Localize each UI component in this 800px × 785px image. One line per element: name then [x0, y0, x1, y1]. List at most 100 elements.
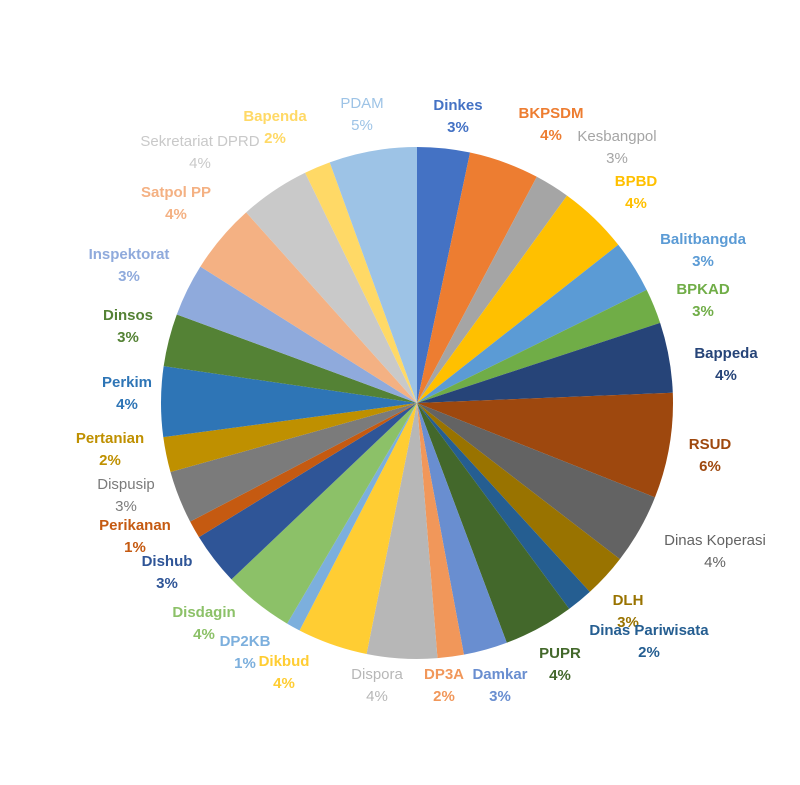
data-label-dispusip: Dispusip 3% [97, 476, 155, 515]
pie-slice-dishub [198, 403, 417, 580]
data-label-percent: 1% [124, 539, 146, 556]
pie-slice-dinkes [417, 147, 471, 403]
data-label-pertanian: Pertanian 2% [76, 430, 144, 469]
data-label-percent: 4% [366, 688, 388, 705]
data-label-dishub: Dishub 3% [142, 553, 193, 592]
data-label-kesbangpol: Kesbangpol 3% [577, 128, 656, 167]
pie-slice-balitbangda [417, 244, 647, 403]
data-label-name: Balitbangda [660, 231, 746, 248]
data-label-bkpsdm: BKPSDM 4% [518, 105, 583, 144]
data-label-name: Dinkes [433, 97, 482, 114]
data-label-dinsos: Dinsos 3% [103, 307, 153, 346]
pie-slice-dinas-koperasi [417, 403, 655, 560]
data-label-name: Damkar [472, 666, 527, 683]
data-label-name: BKPSDM [518, 105, 583, 122]
data-label-perikanan: Perikanan 1% [99, 517, 171, 556]
data-label-percent: 3% [115, 498, 137, 515]
data-label-dp3a: DP3A 2% [424, 666, 464, 705]
data-label-name: Sekretariat DPRD [140, 133, 259, 150]
data-label-satpol-pp: Satpol PP 4% [141, 184, 211, 223]
data-label-name: Dinas Koperasi [664, 532, 766, 549]
data-label-percent: 4% [540, 127, 562, 144]
data-label-percent: 6% [699, 458, 721, 475]
pie-slice-dp3a [417, 403, 464, 659]
pie-slice-dinsos [163, 314, 417, 403]
data-label-name: Dishub [142, 553, 193, 570]
data-label-name: BPBD [615, 173, 658, 190]
data-label-bpbd: BPBD 4% [615, 173, 658, 212]
pie-slice-dispora [366, 403, 438, 659]
data-label-bpkad: BPKAD 3% [676, 281, 730, 320]
data-label-name: Bappeda [694, 345, 758, 362]
data-label-bappeda: Bappeda 4% [694, 345, 758, 384]
pie-slice-satpol-pp [200, 212, 417, 403]
pie-slice-inspektorat [176, 266, 417, 403]
data-label-name: Dinas Pariwisata [589, 622, 709, 639]
data-label-bapenda: Bapenda 2% [243, 108, 307, 147]
data-label-perkim: Perkim 4% [102, 374, 152, 413]
pie-slice-disdagin [231, 403, 417, 624]
data-label-percent: 3% [117, 329, 139, 346]
data-label-percent: 3% [692, 303, 714, 320]
data-label-percent: 3% [156, 575, 178, 592]
data-label-percent: 3% [692, 253, 714, 270]
pie-slice-bapenda [305, 162, 417, 403]
data-label-dikbud: Dikbud 4% [259, 653, 310, 692]
data-label-percent: 4% [549, 667, 571, 684]
data-label-name: Satpol PP [141, 184, 211, 201]
pie-data-labels: Dinkes 3% BKPSDM 4% Kesbangpol 3% BPBD 4% Balitb… [76, 95, 766, 705]
data-label-percent: 4% [273, 675, 295, 692]
data-label-name: Bapenda [243, 108, 307, 125]
data-label-percent: 2% [99, 452, 121, 469]
data-label-percent: 3% [606, 150, 628, 167]
data-label-name: Dikbud [259, 653, 310, 670]
data-label-pdam: PDAM 5% [340, 95, 383, 134]
data-label-damkar: Damkar 3% [472, 666, 527, 705]
data-label-percent: 3% [118, 268, 140, 285]
data-label-pupr: PUPR 4% [539, 645, 581, 684]
pie-slice-dikbud [299, 403, 417, 654]
data-label-name: PDAM [340, 95, 383, 112]
data-label-name: DP2KB [220, 633, 271, 650]
data-label-percent: 4% [165, 206, 187, 223]
data-label-name: Dispora [351, 666, 403, 683]
data-label-percent: 4% [116, 396, 138, 413]
pie-slice-pertanian [163, 403, 417, 473]
pie-slice-bappeda [417, 322, 673, 403]
data-label-name: DP3A [424, 666, 464, 683]
data-label-inspektorat: Inspektorat 3% [89, 246, 170, 285]
data-label-dlh: DLH 3% [613, 592, 644, 631]
data-label-dp2kb: DP2KB 1% [220, 633, 271, 672]
data-label-name: Perkim [102, 374, 152, 391]
data-label-name: Pertanian [76, 430, 144, 447]
data-label-dinas-koperasi: Dinas Koperasi 4% [664, 532, 766, 571]
pie-slice-perkim [160, 366, 417, 438]
pie-slice-dp2kb [287, 403, 417, 631]
data-label-name: Kesbangpol [577, 128, 656, 145]
data-label-percent: 4% [704, 554, 726, 571]
pie-slice-sekretariat-dprd [246, 172, 417, 403]
data-label-rsud: RSUD 6% [689, 436, 732, 475]
pie-slice-kesbangpol [417, 176, 568, 403]
data-label-name: Disdagin [172, 604, 235, 621]
data-label-percent: 5% [351, 117, 373, 134]
data-label-dinkes: Dinkes 3% [433, 97, 482, 136]
data-label-percent: 4% [625, 195, 647, 212]
pie-slice-dinas-pariwisata [417, 403, 590, 609]
data-label-name: Dispusip [97, 476, 155, 493]
data-label-name: Dinsos [103, 307, 153, 324]
pie-slice-pdam [329, 147, 417, 403]
data-label-sekretariat-dprd: Sekretariat DPRD 4% [140, 133, 259, 172]
data-label-disdagin: Disdagin 4% [172, 604, 235, 643]
data-label-dispora: Dispora 4% [351, 666, 403, 705]
data-label-dinas-pariwisata: Dinas Pariwisata 2% [589, 622, 709, 661]
data-label-name: DLH [613, 592, 644, 609]
pie-slice-pupr [417, 403, 570, 643]
data-label-percent: 2% [638, 644, 660, 661]
pie-slice-damkar [417, 403, 507, 655]
data-label-balitbangda: Balitbangda 3% [660, 231, 746, 270]
data-label-name: Inspektorat [89, 246, 170, 263]
pie-slice-bkpsdm [417, 152, 537, 403]
